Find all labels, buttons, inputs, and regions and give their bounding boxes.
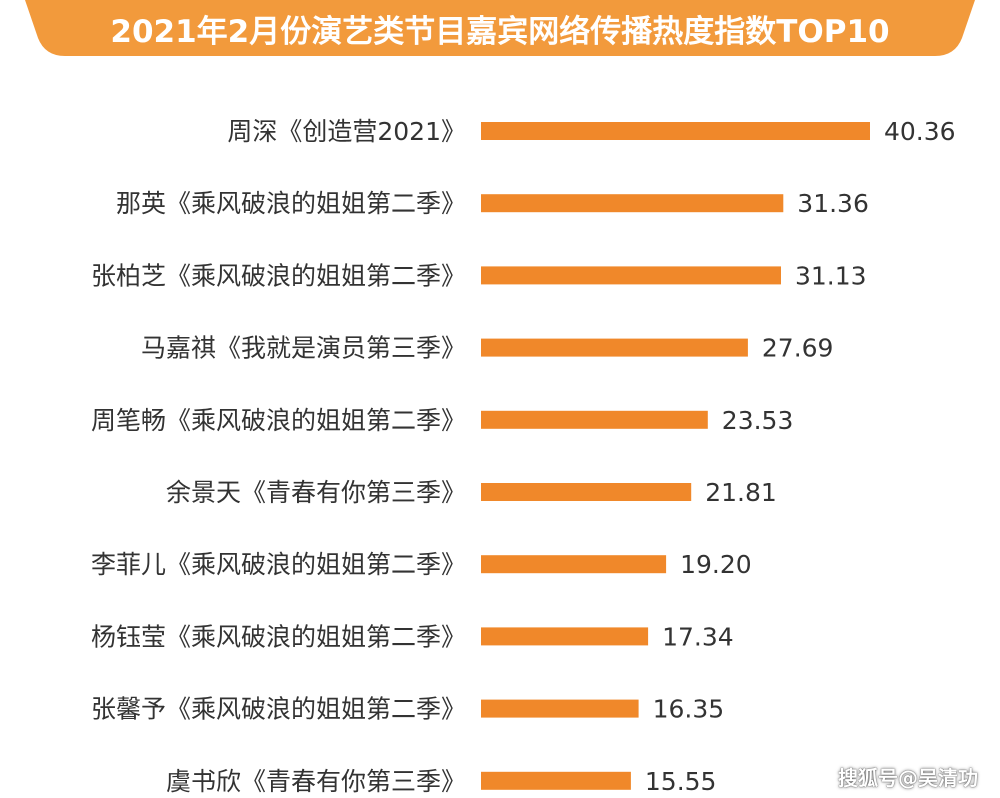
- chart-title: 2021年2月份演艺类节目嘉宾网络传播热度指数TOP10: [110, 14, 890, 50]
- value-label-3: 31.13: [795, 261, 867, 290]
- value-label-6: 21.81: [705, 478, 777, 507]
- category-label-1: 周深《创造营2021》: [227, 117, 466, 146]
- value-label-2: 31.36: [797, 189, 869, 218]
- category-label-3: 张柏芝《乘风破浪的姐姐第二季》: [91, 261, 466, 290]
- bar-1: [481, 122, 870, 140]
- bar-2: [481, 194, 784, 213]
- bar-5: [481, 410, 708, 429]
- category-label-4: 马嘉祺《我就是演员第三季》: [141, 334, 466, 363]
- value-label-5: 23.53: [722, 406, 794, 435]
- bar-9: [481, 699, 639, 718]
- value-label-8: 17.34: [662, 622, 734, 651]
- category-label-2: 那英《乘风破浪的姐姐第二季》: [116, 189, 466, 218]
- value-label-1: 40.36: [884, 117, 956, 146]
- category-label-8: 杨钰莹《乘风破浪的姐姐第二季》: [91, 622, 466, 651]
- category-label-6: 余景天《青春有你第三季》: [166, 478, 466, 507]
- bar-8: [481, 627, 649, 646]
- category-label-5: 周笔畅《乘风破浪的姐姐第二季》: [91, 406, 466, 435]
- watermark: 搜狐号@吴清功: [838, 766, 978, 790]
- bar-6: [481, 483, 692, 501]
- bar-3: [481, 266, 781, 285]
- title-banner: [25, 0, 975, 56]
- bar-7: [481, 555, 667, 574]
- value-label-4: 27.69: [762, 334, 834, 363]
- value-label-9: 16.35: [653, 695, 725, 724]
- category-label-10: 虞书欣《青春有你第三季》: [166, 767, 466, 796]
- value-label-10: 15.55: [645, 767, 717, 796]
- value-label-7: 19.20: [680, 550, 752, 579]
- category-label-7: 李菲儿《乘风破浪的姐姐第二季》: [91, 550, 466, 579]
- bar-10: [481, 771, 631, 790]
- bar-4: [481, 338, 748, 357]
- category-label-9: 张馨予《乘风破浪的姐姐第二季》: [91, 695, 466, 724]
